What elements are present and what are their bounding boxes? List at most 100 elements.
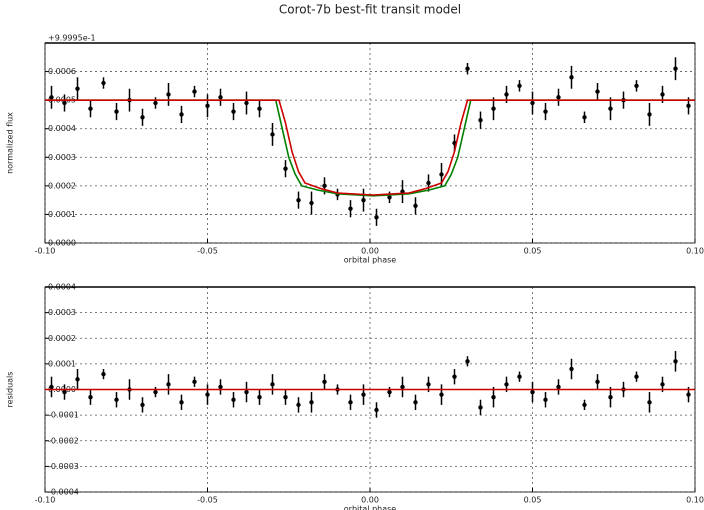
data-point xyxy=(374,407,379,413)
data-point xyxy=(673,359,678,364)
data-point xyxy=(270,382,275,387)
data-point xyxy=(595,89,600,94)
data-point xyxy=(296,197,301,203)
data-point xyxy=(49,95,54,100)
data-point xyxy=(88,106,93,111)
x-tick-label: 0.10 xyxy=(686,496,704,505)
data-point xyxy=(244,389,249,395)
data-point xyxy=(400,384,405,390)
data-point xyxy=(309,400,314,405)
data-point xyxy=(686,103,691,109)
data-point xyxy=(101,371,106,377)
data-point xyxy=(530,389,535,395)
data-point xyxy=(140,402,145,408)
data-point xyxy=(647,400,652,405)
data-point xyxy=(543,109,548,114)
data-point xyxy=(62,100,67,106)
data-point xyxy=(257,106,262,111)
chart-title: Corot-7b best-fit transit model xyxy=(279,3,461,17)
data-point xyxy=(569,366,574,372)
x-axis-label: orbital phase xyxy=(344,256,397,265)
data-point xyxy=(283,166,288,171)
x-tick-label: -0.05 xyxy=(197,496,218,505)
data-point xyxy=(101,80,106,86)
offset-text: +9.9995e-1 xyxy=(48,34,96,43)
data-point xyxy=(244,100,249,106)
data-point xyxy=(166,92,171,97)
y-tick-label: -0.0002 xyxy=(48,436,79,445)
data-point xyxy=(205,392,210,397)
data-point xyxy=(75,86,80,91)
y-tick-label: 0.0002 xyxy=(48,181,76,190)
data-point xyxy=(413,203,418,209)
y-tick-label: -0.0003 xyxy=(48,462,79,471)
data-point xyxy=(504,382,509,387)
data-point xyxy=(530,100,535,106)
data-point xyxy=(543,397,548,402)
data-point xyxy=(491,106,496,111)
y-tick-label: 0.0002 xyxy=(48,334,76,343)
data-point xyxy=(179,400,184,405)
y-tick-label: 0.0001 xyxy=(48,210,76,219)
data-point xyxy=(413,400,418,405)
data-point xyxy=(517,374,522,379)
data-point xyxy=(660,92,665,97)
data-point xyxy=(153,100,158,106)
y-axis-label: residuals xyxy=(6,372,15,408)
data-point xyxy=(517,83,522,89)
data-point xyxy=(166,382,171,387)
data-point xyxy=(348,206,353,211)
x-tick-label: 0.00 xyxy=(361,496,379,505)
x-tick-label: -0.10 xyxy=(35,247,56,256)
x-tick-label: 0.00 xyxy=(361,247,379,256)
data-point xyxy=(218,384,223,390)
data-point xyxy=(647,112,652,117)
data-point xyxy=(62,389,67,395)
data-point xyxy=(270,132,275,137)
data-point xyxy=(231,109,236,114)
data-point xyxy=(634,374,639,379)
data-point xyxy=(582,402,587,408)
data-point xyxy=(595,379,600,385)
data-point xyxy=(478,405,483,410)
data-point xyxy=(205,103,210,109)
data-point xyxy=(673,66,678,71)
data-point xyxy=(465,66,470,71)
model-line xyxy=(45,99,695,196)
data-point xyxy=(439,172,444,177)
data-point xyxy=(608,394,613,400)
x-tick-label: -0.10 xyxy=(35,496,56,505)
data-point xyxy=(634,83,639,89)
data-point xyxy=(582,115,587,120)
data-point xyxy=(426,382,431,387)
data-point xyxy=(257,394,262,400)
data-point xyxy=(296,402,301,408)
data-point xyxy=(686,392,691,397)
data-point xyxy=(322,379,327,385)
x-tick-label: -0.05 xyxy=(197,247,218,256)
y-tick-label: 0.0003 xyxy=(48,153,76,162)
y-tick-label: 0.0001 xyxy=(48,359,76,368)
data-point xyxy=(660,382,665,387)
y-tick-label: -0.0001 xyxy=(48,411,79,420)
data-point xyxy=(179,112,184,117)
data-point xyxy=(361,197,366,203)
data-point xyxy=(478,117,483,123)
data-point xyxy=(49,384,54,390)
data-point xyxy=(88,394,93,400)
data-point xyxy=(153,389,158,395)
data-point xyxy=(387,389,392,395)
data-point xyxy=(192,89,197,94)
data-point xyxy=(504,92,509,97)
data-point xyxy=(283,394,288,400)
data-point xyxy=(114,109,119,114)
data-point xyxy=(452,374,457,379)
data-point xyxy=(218,95,223,100)
data-point xyxy=(309,200,314,206)
data-point xyxy=(556,95,561,100)
data-point xyxy=(387,195,392,200)
data-point xyxy=(556,384,561,390)
data-point xyxy=(569,75,574,80)
